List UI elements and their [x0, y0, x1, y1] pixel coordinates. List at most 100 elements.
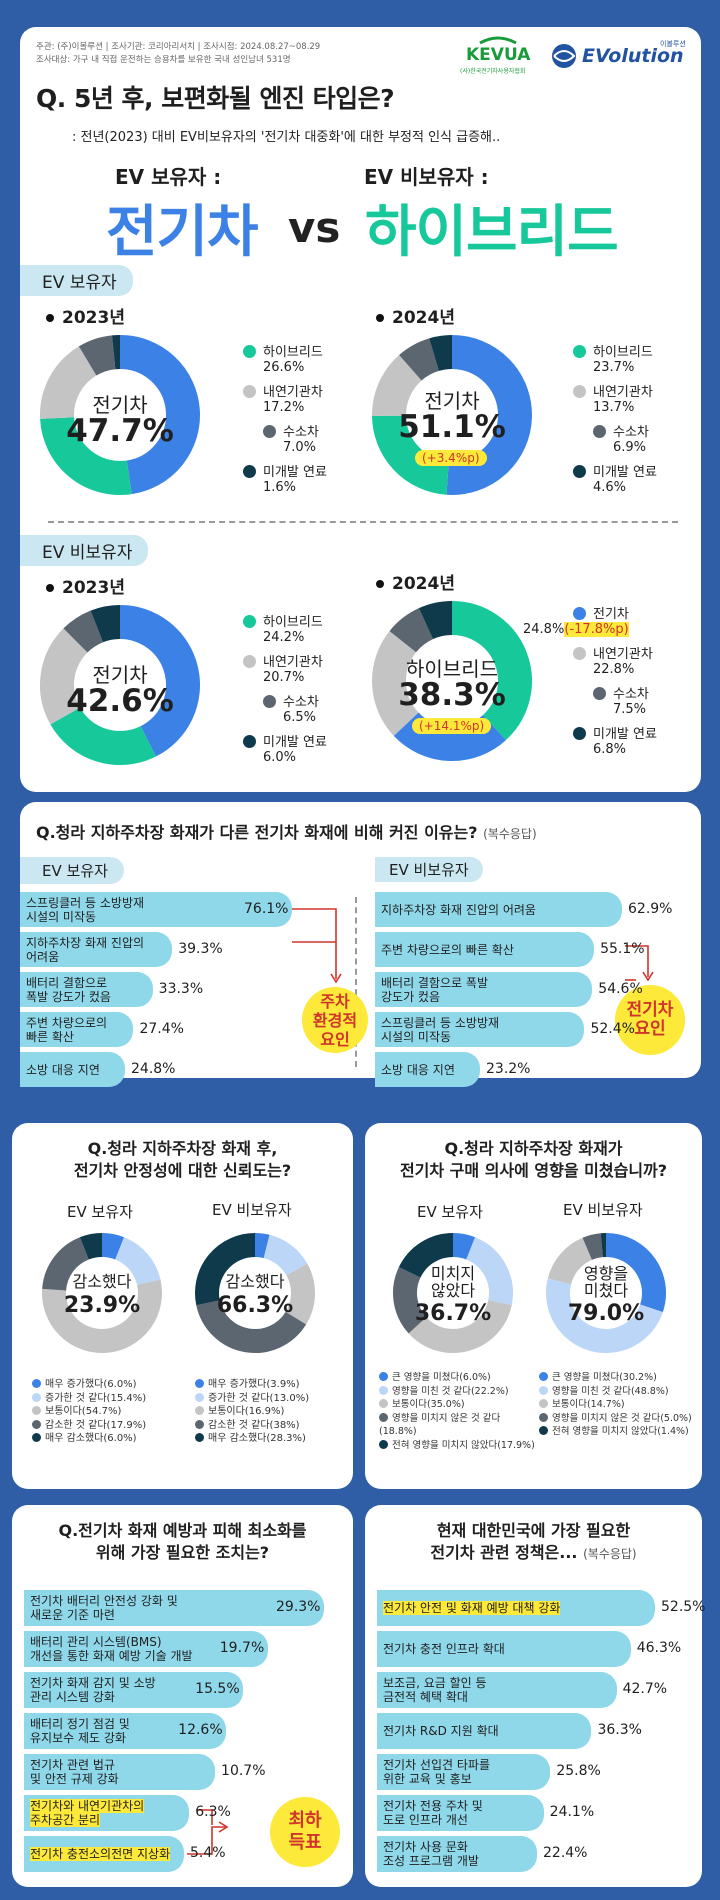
legend-item: 보통이다(14.7%)	[539, 1398, 699, 1412]
legend-dot	[379, 1439, 388, 1449]
legend-label: 내연기관차	[593, 385, 653, 400]
evolution-logo-tag: 이볼루션	[660, 40, 686, 48]
bar-label-line: 및 안전 규제 강화	[30, 1772, 119, 1786]
bar: 주변 차량으로의 빠른 확산	[20, 1012, 134, 1047]
legend-trust-owner: 매우 증가했다(6.0%) 증가한 것 같다(15.4%) 보통이다(54.7%) 감…	[32, 1378, 182, 1446]
legend-item: 전혀 영향을 미치지 않았다(17.9%)	[379, 1439, 537, 1453]
bar-label-line: 폭발 강도가 컸음	[26, 989, 111, 1004]
bar-label: 소방 대응 지연	[381, 1063, 455, 1077]
bar-label-line: 배터리 관리 시스템(BMS)	[30, 1635, 162, 1649]
bar-label: 전기차 안전 및 화재 예방 대책 강화	[383, 1601, 561, 1615]
fire-divider	[355, 897, 357, 1067]
donut-center-label: 전기차	[424, 389, 480, 413]
owner-label: EV 보유자 :	[115, 165, 222, 189]
legend-item: 매우 증가했다(3.9%)	[195, 1378, 345, 1392]
legend-item: 내연기관차 17.2%	[243, 385, 323, 415]
legend-dot	[32, 1419, 41, 1429]
legend-dot	[243, 655, 256, 668]
vs-text: vs	[288, 203, 341, 252]
bar-label-line: 전기차 R&D 지원 확대	[383, 1724, 499, 1738]
intent-center-owner-l2: 않았다	[430, 1281, 476, 1300]
bar: 배터리 결함으로 폭발 강도가 컸음	[20, 972, 153, 1007]
trust-question-l2: 전기차 안정성에 대한 신뢰도는?	[73, 1161, 292, 1180]
bar-label-line: 배터리 결함으로 폭발	[381, 975, 488, 990]
bar-value: 33.3%	[158, 980, 204, 997]
policy-question-l1: 현재 대한민국에 가장 필요한	[436, 1521, 631, 1540]
donut-slice-감소한 것 같다	[196, 1299, 307, 1353]
donut-slice-수소차	[78, 335, 117, 376]
donut-slice-미개발 연료	[90, 605, 121, 643]
intent-center-non-l1: 영향을	[583, 1264, 629, 1283]
bar-label-line: 관리 시스템 강화	[30, 1690, 115, 1704]
legend-item: 큰 영향을 미쳤다(30.2%)	[539, 1371, 699, 1385]
legend-label: 매우 감소했다(6.0%)	[45, 1433, 137, 1444]
policy-question-l2-text: 전기차 관련 정책은...	[430, 1543, 578, 1562]
legend-item: 감소한 것 같다(38%)	[195, 1419, 345, 1433]
main-question: Q. 5년 후, 보편화될 엔진 타입은?	[36, 84, 395, 113]
legend-label: 큰 영향을 미쳤다(6.0%)	[392, 1372, 491, 1383]
donut-center-value: 42.6%	[66, 683, 174, 719]
owner-factor-l1: 주차	[320, 991, 350, 1011]
donut-center-value: 23.9%	[63, 1293, 141, 1318]
policy-question: 현재 대한민국에 가장 필요한 전기차 관련 정책은... (복수응답)	[365, 1520, 702, 1565]
donut-slice-수소차	[389, 608, 434, 653]
evolution-logo-text: EVolution	[582, 45, 684, 67]
bar-value: 12.6%	[178, 1722, 223, 1738]
bar: 소방 대응 지연	[20, 1052, 125, 1087]
bar: 전기차 충전 인프라 확대	[377, 1631, 631, 1667]
bar-label: 배터리 정기 점검 및 유지보수 제도 강화	[30, 1717, 130, 1745]
bar: 스프링클러 등 소방방재 시설의 미작동	[375, 1012, 585, 1047]
donut-slice-내연기관차	[372, 354, 423, 417]
bar-label: 전기차 충전소의전면 지상화	[30, 1847, 171, 1861]
donut-center-label: 미치지 않았다	[408, 1265, 498, 1299]
card-policy: 현재 대한민국에 가장 필요한 전기차 관련 정책은... (복수응답) 전기차…	[365, 1505, 705, 1887]
donut-slice-전기차	[119, 335, 200, 495]
bar-label-line: 소방 대응 지연	[26, 1062, 100, 1077]
bar-label: 전기차 R&D 지원 확대	[383, 1724, 499, 1738]
legend-dot	[379, 1399, 388, 1408]
legend-trust-non-owner: 매우 증가했다(3.9%) 증가한 것 같다(13.0%) 보통이다(16.9%) 감…	[195, 1378, 345, 1446]
legend-item: 하이브리드 24.2%	[243, 615, 323, 645]
legend-label: 수소차	[283, 695, 319, 710]
legend-item: 증가한 것 같다(13.0%)	[195, 1392, 345, 1406]
bar-value: 24.1%	[549, 1804, 595, 1820]
legend-item: 매우 증가했다(6.0%)	[32, 1378, 182, 1392]
donut-slice-하이브리드	[50, 706, 156, 765]
legend-dot	[573, 647, 586, 660]
donut-trust-non-owner	[195, 1233, 315, 1353]
prevention-question: Q.전기차 화재 예방과 피해 최소화를 위해 가장 필요한 조치는?	[12, 1520, 353, 1564]
legend-value: 7.5%	[613, 702, 647, 717]
donut-slice-미개발 연료	[418, 601, 453, 640]
evolution-globe-icon	[552, 44, 576, 68]
donut-slice-증가한 것 같다	[114, 1237, 161, 1286]
bar: 전기차 충전소의전면 지상화	[24, 1836, 184, 1872]
donut-trust-owner	[42, 1233, 162, 1353]
intent-head-non-owner: EV 비보유자	[563, 1201, 643, 1219]
legend-dot	[195, 1379, 204, 1388]
legend-label: 하이브리드	[263, 345, 323, 360]
bar-label-line: 배터리 정기 점검 및	[30, 1717, 130, 1731]
non-owner-factor-circle: 전기차 요인	[615, 985, 685, 1055]
bar-label-line: 스프링클러 등 소방방재	[381, 1015, 500, 1030]
bar-label-line: 주변 차량으로의 빠른 확산	[381, 942, 514, 957]
non-owner-answer: 하이브리드	[365, 200, 619, 265]
donut-slice-내연기관차	[40, 346, 98, 419]
legend-label: 수소차	[613, 687, 649, 702]
survey-meta: 주관: (주)이볼루션 | 조사기관: 코리아리서치 | 조사시점: 2024.…	[36, 41, 320, 67]
legend-intent-non-owner: 큰 영향을 미쳤다(30.2%) 영향을 미친 것 같다(48.8%) 보통이다(1…	[539, 1371, 699, 1439]
legend-delta: (-17.8%p)	[564, 622, 629, 637]
bar-value: 55.1%	[600, 940, 645, 957]
legend-item: 보통이다(16.9%)	[195, 1405, 345, 1419]
donut-slice-보통이다	[547, 1237, 593, 1285]
bar-label-line: 강도가 컸음	[381, 989, 441, 1004]
donut-slice-하이브리드	[372, 414, 450, 495]
legend-label: 증가한 것 같다(15.4%)	[45, 1392, 147, 1404]
bar-label-line: 전기차 화재 감지 및 소방	[30, 1676, 156, 1690]
legend-dot	[379, 1385, 388, 1395]
bar-label: 전기차 관련 법규 및 안전 규제 강화	[30, 1758, 119, 1786]
bar-label: 전기차 선입견 타파를 위한 교육 및 홍보	[383, 1758, 490, 1786]
trust-head-non-owner: EV 비보유자	[212, 1201, 292, 1219]
non-factor-l2: 요인	[634, 1019, 666, 1039]
legend-value: 23.7%	[593, 360, 635, 375]
intent-question: Q.청라 지하주차장 화재가 전기차 구매 의사에 영향을 미쳤습니까?	[365, 1138, 702, 1182]
